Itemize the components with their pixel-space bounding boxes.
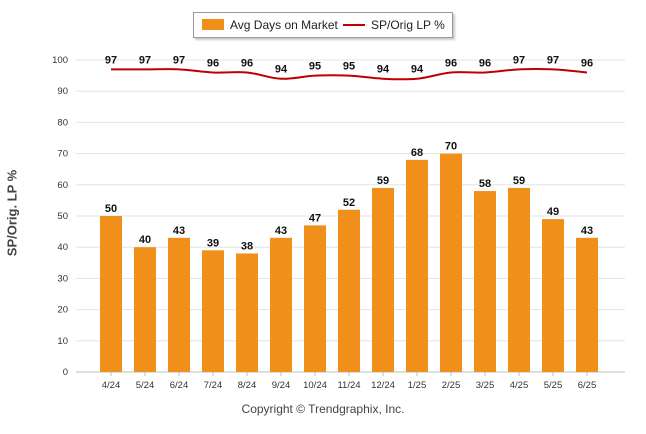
y-tick-label: 20 <box>57 305 68 316</box>
y-tick-label: 40 <box>57 242 68 253</box>
line-data-label: 97 <box>173 54 185 66</box>
bar-data-label: 58 <box>479 178 491 190</box>
x-tick-label: 9/24 <box>272 380 291 391</box>
bar-data-label: 59 <box>513 175 525 187</box>
line-data-label: 94 <box>377 64 390 76</box>
bar-data-label: 43 <box>275 225 287 237</box>
bar <box>474 191 496 372</box>
y-tick-label: 70 <box>57 149 68 160</box>
bar <box>508 187 530 372</box>
line-data-label: 95 <box>343 61 355 73</box>
legend: Avg Days on Market SP/Orig LP % <box>193 12 453 38</box>
legend-bar-swatch <box>202 19 224 30</box>
bar-data-label: 70 <box>445 141 457 153</box>
bar <box>202 250 224 372</box>
x-tick-label: 11/24 <box>337 380 360 391</box>
y-tick-label: 90 <box>57 86 68 97</box>
bar-data-label: 40 <box>139 234 151 246</box>
bar-data-label: 49 <box>547 206 559 218</box>
y-tick-label: 80 <box>57 117 68 128</box>
x-tick-label: 7/24 <box>204 380 223 391</box>
x-tick-label: 6/24 <box>170 380 189 391</box>
x-tick-label: 4/24 <box>102 380 121 391</box>
bar-data-label: 68 <box>411 147 423 159</box>
bar <box>100 216 122 372</box>
bar-data-label: 50 <box>105 203 117 215</box>
bar <box>270 237 292 372</box>
bar-data-label: 38 <box>241 240 253 252</box>
bar-data-label: 52 <box>343 197 355 209</box>
line-data-label: 96 <box>445 57 457 69</box>
y-tick-label: 0 <box>63 367 68 378</box>
x-tick-label: 8/24 <box>238 380 257 391</box>
bar <box>542 219 564 372</box>
y-tick-label: 50 <box>57 211 68 222</box>
y-tick-label: 60 <box>57 180 68 191</box>
line-data-label: 97 <box>105 54 117 66</box>
x-tick-label: 10/24 <box>303 380 327 391</box>
bar <box>134 247 156 372</box>
line-data-label: 95 <box>309 61 321 73</box>
bar <box>372 187 394 372</box>
x-tick-label: 5/24 <box>136 380 155 391</box>
bar <box>440 153 462 372</box>
line-data-label: 94 <box>411 64 424 76</box>
x-tick-label: 4/25 <box>510 380 529 391</box>
x-tick-label: 6/25 <box>578 380 597 391</box>
y-tick-label: 100 <box>52 55 68 66</box>
line-data-label: 97 <box>547 54 559 66</box>
copyright: Copyright © Trendgraphix, Inc. <box>241 402 405 416</box>
bar <box>304 225 326 372</box>
line-data-label: 94 <box>275 64 288 76</box>
bar-data-label: 43 <box>581 225 593 237</box>
x-tick-label: 2/25 <box>442 380 461 391</box>
legend-line-swatch <box>343 24 365 26</box>
sp-orig-lp-line <box>111 67 588 81</box>
line-data-label: 96 <box>207 57 219 69</box>
x-tick-label: 1/25 <box>408 380 427 391</box>
y-tick-label: 10 <box>57 336 68 347</box>
bar <box>236 253 258 372</box>
line-data-label: 97 <box>513 54 525 66</box>
line-data-label: 96 <box>479 57 491 69</box>
line-data-label: 97 <box>139 54 151 66</box>
bar <box>168 237 190 372</box>
x-tick-label: 5/25 <box>544 380 563 391</box>
bar-data-label: 39 <box>207 237 219 249</box>
bar-data-label: 59 <box>377 175 389 187</box>
x-tick-label: 3/25 <box>476 380 495 391</box>
bar <box>576 237 598 372</box>
line-data-label: 96 <box>581 57 593 69</box>
x-tick-label: 12/24 <box>371 380 395 391</box>
bar-data-label: 43 <box>173 225 185 237</box>
legend-bar-label: Avg Days on Market <box>230 18 338 32</box>
line-data-label: 96 <box>241 57 253 69</box>
bar-data-label: 47 <box>309 212 321 224</box>
legend-line-label: SP/Orig LP % <box>371 18 445 32</box>
y-tick-label: 30 <box>57 273 68 284</box>
bar <box>406 159 428 372</box>
bar <box>338 209 360 372</box>
